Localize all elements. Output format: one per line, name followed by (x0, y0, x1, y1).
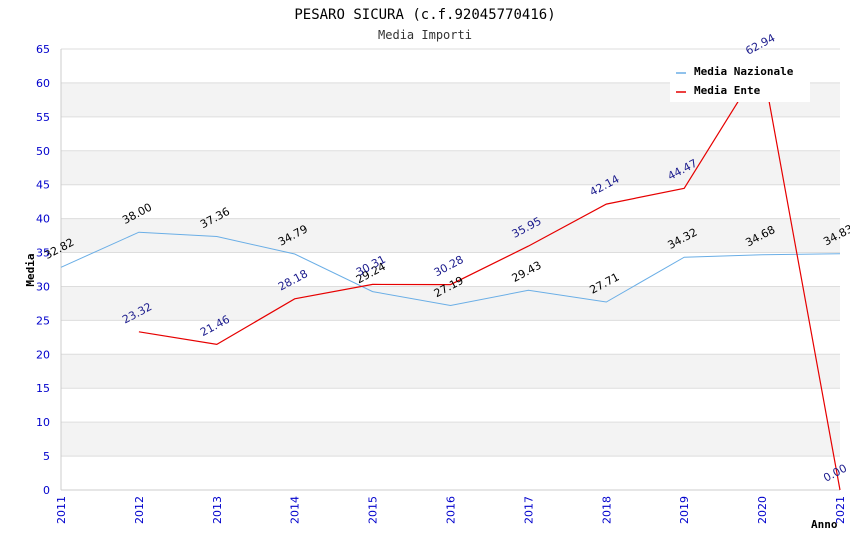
y-tick-label: 50 (36, 145, 50, 158)
y-tick-label: 5 (43, 450, 50, 463)
x-tick-label: 2014 (289, 496, 302, 524)
grid-band (61, 388, 840, 423)
chart-title: PESARO SICURA (c.f.92045770416) (294, 7, 555, 23)
grid-band (61, 116, 840, 151)
x-tick-label: 2018 (600, 496, 613, 524)
grid-band (61, 150, 840, 185)
chart-subtitle: Media Importi (378, 28, 472, 42)
series-lines (60, 61, 841, 491)
x-tick-labels: 2011 2012 2013 2014 2015 2016 2017 2018 2019 2020… (55, 496, 847, 524)
grid-band (61, 456, 840, 490)
x-tick-label: 2019 (678, 496, 691, 524)
x-tick-label: 2012 (133, 496, 146, 524)
y-tick-label: 60 (36, 77, 50, 90)
x-tick-label: 2016 (445, 496, 458, 524)
y-tick-label: 25 (36, 314, 50, 327)
x-tick-label: 2020 (756, 496, 769, 524)
grid-band (61, 218, 840, 253)
x-tick-label: 2021 (834, 496, 847, 524)
grid-band (61, 354, 840, 389)
legend: Media Nazionale Media Ente (670, 58, 810, 102)
y-tick-labels: 0 5 10 15 20 25 30 35 40 45 50 55 60 65 (36, 43, 50, 497)
y-tick-label: 35 (36, 247, 50, 260)
grid-band (61, 252, 840, 287)
y-axis-label: Media (24, 253, 37, 286)
y-tick-label: 65 (36, 43, 50, 56)
grid-band (61, 286, 840, 321)
x-tick-label: 2017 (522, 496, 535, 524)
y-tick-label: 15 (36, 382, 50, 395)
y-tick-label: 20 (36, 348, 50, 361)
y-tick-label: 0 (43, 484, 50, 497)
grid-band (61, 320, 840, 355)
legend-label-media-nazionale: Media Nazionale (694, 65, 794, 78)
y-tick-label: 55 (36, 111, 50, 124)
legend-label-media-ente: Media Ente (694, 84, 761, 97)
x-tick-label: 2015 (367, 496, 380, 524)
x-tick-label: 2011 (55, 496, 68, 524)
series-line-media-nazionale (60, 231, 841, 307)
x-tick-label: 2013 (211, 496, 224, 524)
y-tick-label: 10 (36, 416, 50, 429)
axes (60, 49, 840, 491)
grid-band (61, 184, 840, 219)
y-tick-label: 45 (36, 179, 50, 192)
x-axis-label: Anno (811, 518, 838, 531)
y-tick-label: 30 (36, 280, 50, 293)
series-line-media-ente (138, 61, 841, 491)
y-tick-label: 40 (36, 213, 50, 226)
grid-band (61, 422, 840, 457)
